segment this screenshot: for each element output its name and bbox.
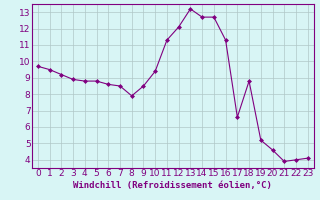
X-axis label: Windchill (Refroidissement éolien,°C): Windchill (Refroidissement éolien,°C) — [73, 181, 272, 190]
